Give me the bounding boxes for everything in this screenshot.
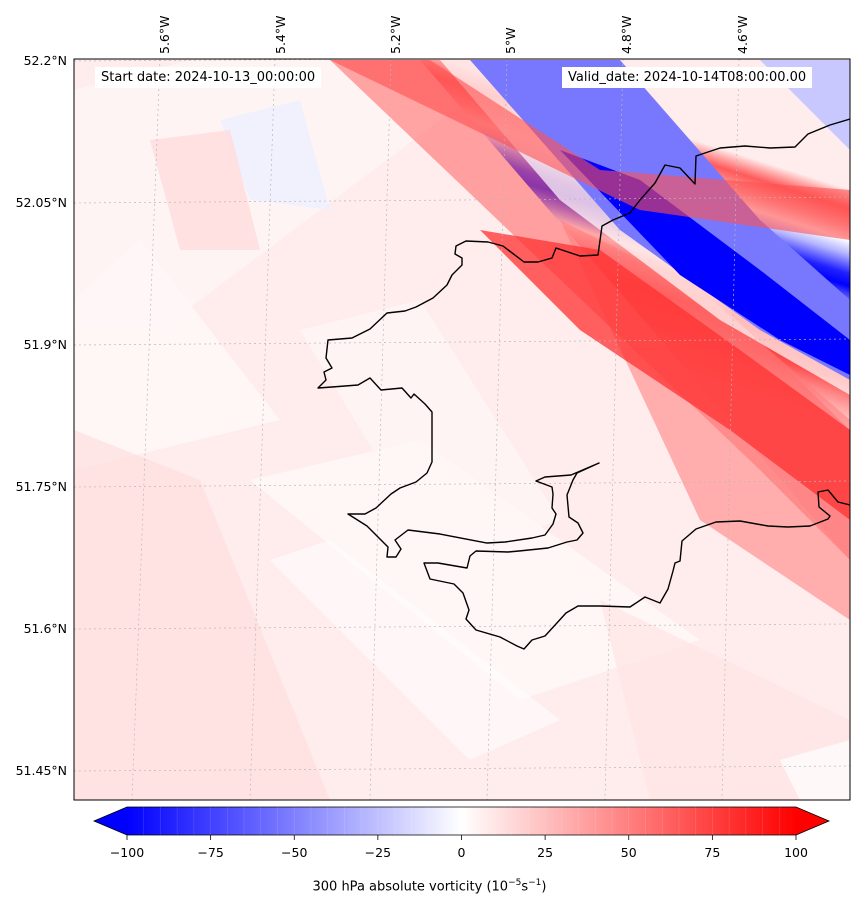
colorbar-tick-label: −75 bbox=[197, 845, 223, 860]
lon-label: 5.6°W bbox=[157, 16, 172, 55]
colorbar: −100 −75 −50 −25 0 25 50 75 100 bbox=[92, 806, 831, 860]
colorbar-tick-label: 25 bbox=[537, 845, 553, 860]
colorbar-gradient bbox=[127, 807, 796, 835]
colorbar-label: 300 hPa absolute vorticity (10−5s−1) bbox=[0, 878, 859, 894]
map-frame bbox=[73, 58, 851, 801]
vorticity-field bbox=[74, 59, 850, 800]
lat-label: 52.2°N bbox=[24, 53, 67, 68]
start-date-label: Start date: 2024-10-13_00:00:00 bbox=[95, 67, 322, 88]
colorbar-tick-label: −50 bbox=[281, 845, 307, 860]
longitude-labels: 5.6°W 5.4°W 5.2°W 5°W 4.8°W 4.6°W bbox=[157, 16, 750, 55]
lon-label: 5.4°W bbox=[273, 16, 288, 55]
colorbar-ticks: −100 −75 −50 −25 0 25 50 75 100 bbox=[110, 807, 808, 860]
lat-label: 51.9°N bbox=[24, 337, 67, 352]
lat-label: 51.6°N bbox=[24, 621, 67, 636]
lon-label: 4.6°W bbox=[735, 16, 750, 55]
lat-label: 51.45°N bbox=[16, 763, 67, 778]
colorbar-tick-label: 50 bbox=[621, 845, 637, 860]
colorbar-label-unit: s bbox=[521, 879, 529, 895]
valid-date-label: Valid_date: 2024-10-14T08:00:00.00 bbox=[562, 67, 813, 88]
colorbar-label-exp2: −1 bbox=[528, 878, 542, 888]
latitude-labels: 52.2°N 52.05°N 51.9°N 51.75°N 51.6°N 51.… bbox=[16, 53, 67, 778]
colorbar-tick-label: 0 bbox=[458, 845, 466, 860]
graticule bbox=[74, 59, 850, 800]
coastline bbox=[317, 118, 850, 650]
colorbar-tick-label: 75 bbox=[704, 845, 720, 860]
colorbar-tick-label: 100 bbox=[784, 845, 808, 860]
lon-label: 4.8°W bbox=[619, 16, 634, 55]
colorbar-label-exp1: −5 bbox=[508, 878, 522, 888]
colorbar-tick-label: −25 bbox=[365, 845, 391, 860]
lon-label: 5°W bbox=[503, 27, 518, 54]
colorbar-tick-label: −100 bbox=[110, 845, 144, 860]
colorbar-label-main: 300 hPa absolute vorticity (10 bbox=[312, 879, 509, 895]
lat-label: 52.05°N bbox=[16, 195, 67, 210]
colorbar-min-extend bbox=[94, 807, 127, 835]
colorbar-max-extend bbox=[796, 807, 829, 835]
lat-label: 51.75°N bbox=[16, 479, 67, 494]
colorbar-label-end: ) bbox=[541, 879, 547, 895]
lon-label: 5.2°W bbox=[388, 16, 403, 55]
